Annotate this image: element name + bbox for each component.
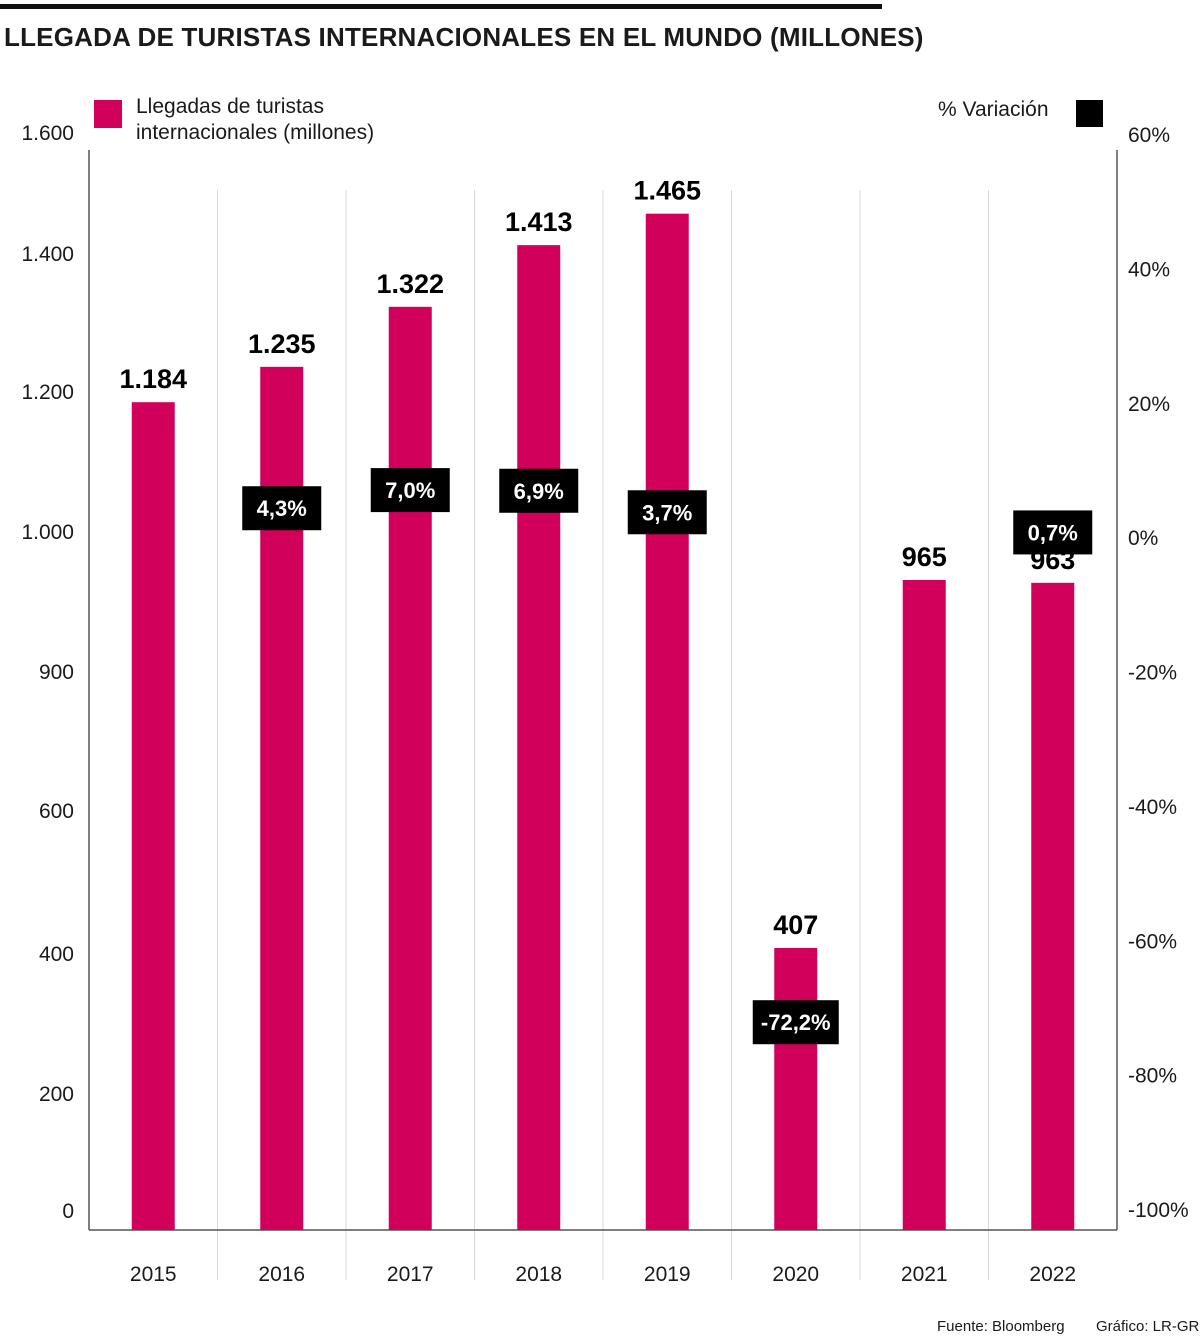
bar-2018 [517,245,561,1230]
pct-box-2022 [1013,510,1093,555]
legend-variation-label: % Variación [938,98,1049,121]
bar-2019 [645,213,689,1231]
y-left-tick-label: 600 [39,800,74,823]
x-tick-label-2022: 2022 [1029,1263,1076,1286]
legend-arrivals-label: Llegadas de turistas internacionales (mi… [136,94,436,146]
footer-source: Fuente: Bloomberg [937,1318,1065,1335]
y-right-tick-label: 40% [1128,258,1170,281]
x-tick-label-2018: 2018 [515,1263,562,1286]
y-right-tick-label: 20% [1128,393,1170,416]
pct-box-2016 [242,486,322,531]
bar-2021 [902,580,946,1230]
pct-label-2017: 7,0% [385,478,435,503]
bar-2022 [1031,582,1075,1230]
y-left-tick-label: 1.400 [21,243,74,266]
bar-value-label-2021: 965 [902,542,947,572]
bar-value-label-2020: 407 [773,910,818,940]
pct-label-2022: 0,7% [1028,520,1078,545]
pct-box-2018 [499,468,579,513]
y-left-tick-label: 400 [39,943,74,966]
pct-box-2020 [752,1000,839,1045]
y-left-tick-label: 0 [62,1200,74,1223]
y-left-tick-label: 900 [39,661,74,684]
legend-variation-swatch [1076,100,1103,127]
y-right-tick-label: -100% [1128,1199,1189,1222]
top-rule [0,4,882,9]
y-left-tick-label: 1.600 [21,122,74,145]
legend-arrivals-line1: Llegadas de turistas [136,95,324,118]
x-tick-label-2015: 2015 [130,1263,177,1286]
bar-value-label-2019: 1.465 [633,176,701,206]
x-tick-label-2020: 2020 [772,1263,819,1286]
y-right-tick-label: -80% [1128,1065,1177,1088]
chart-title: LLEGADA DE TURISTAS INTERNACIONALES EN E… [4,22,924,52]
x-tick-label-2017: 2017 [387,1263,434,1286]
pct-box-2017 [370,468,450,513]
legend-arrivals-line2: internacionales (millones) [136,121,375,144]
pct-label-2019: 3,7% [642,500,692,525]
bar-value-label-2015: 1.184 [119,364,187,394]
y-right-tick-label: -40% [1128,796,1177,819]
bar-value-label-2016: 1.235 [248,329,316,359]
bar-value-label-2018: 1.413 [505,207,573,237]
x-tick-label-2016: 2016 [258,1263,305,1286]
pct-box-2019 [627,490,707,535]
y-left-tick-label: 1.200 [21,381,74,404]
x-tick-label-2021: 2021 [901,1263,948,1286]
y-right-tick-label: 60% [1128,124,1170,147]
bar-2015 [131,402,175,1230]
pct-label-2016: 4,3% [257,496,307,521]
y-left-tick-label: 1.000 [21,521,74,544]
legend-arrivals-swatch [94,100,122,128]
bar-2017 [388,306,432,1230]
pct-label-2020: -72,2% [761,1010,831,1035]
y-right-tick-label: -20% [1128,662,1177,685]
y-right-tick-label: -60% [1128,930,1177,953]
y-right-tick-label: 0% [1128,527,1158,550]
bar-value-label-2017: 1.322 [376,269,444,299]
bar-2020 [774,947,818,1230]
y-left-tick-label: 200 [39,1083,74,1106]
x-tick-label-2019: 2019 [644,1263,691,1286]
footer-credit: Gráfico: LR-GR [1096,1318,1200,1335]
pct-label-2018: 6,9% [514,479,564,504]
